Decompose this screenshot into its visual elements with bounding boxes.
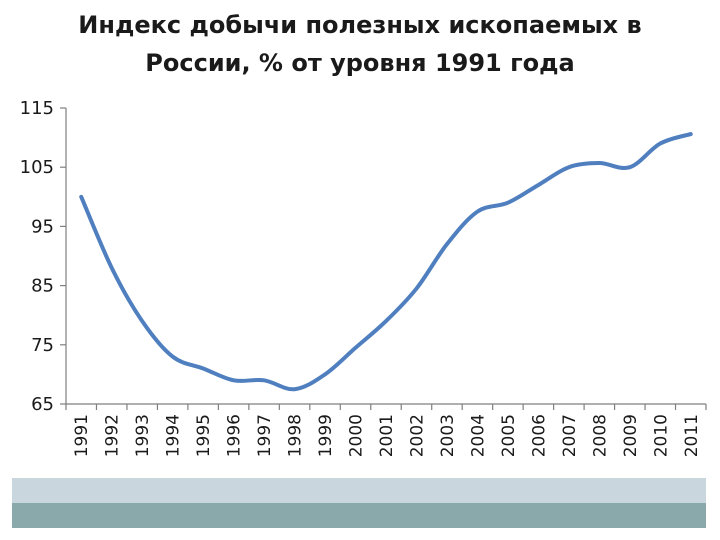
x-tick-label: 1993 bbox=[133, 414, 153, 457]
x-tick-label: 1997 bbox=[255, 414, 275, 457]
y-tick-labels: 115 105 95 85 75 65 bbox=[20, 98, 54, 415]
data-series bbox=[79, 132, 693, 392]
chart-title-line-2: России, % от уровня 1991 года bbox=[145, 49, 575, 77]
x-tick-label: 2000 bbox=[347, 414, 367, 457]
x-tick-label: 1992 bbox=[103, 414, 123, 457]
x-tick-labels: 1991 1992 1993 1994 1995 1996 1997 1998 1999 2000… bbox=[72, 414, 702, 457]
chart-title-line-1: Индекс добычи полезных ископаемых в bbox=[78, 11, 642, 39]
footer-band-dark bbox=[12, 503, 706, 528]
x-tick-label: 1994 bbox=[164, 414, 184, 457]
x-tick-label: 2010 bbox=[651, 414, 671, 457]
x-tick-label: 1991 bbox=[72, 414, 92, 457]
y-tick-label: 115 bbox=[20, 98, 54, 119]
footer-band-light bbox=[12, 478, 706, 503]
x-tick-label: 1995 bbox=[194, 414, 214, 457]
y-tick-label: 65 bbox=[31, 394, 54, 415]
series-line bbox=[79, 132, 693, 392]
x-tick-label: 2004 bbox=[468, 414, 488, 457]
y-tick-label: 85 bbox=[31, 276, 54, 297]
chart-title: Индекс добычи полезных ископаемых в Росс… bbox=[0, 6, 720, 82]
x-tick-label: 2007 bbox=[560, 414, 580, 457]
x-tick-label: 2009 bbox=[621, 414, 641, 457]
x-tick-label: 2011 bbox=[682, 414, 702, 457]
x-tick-label: 2006 bbox=[529, 414, 549, 457]
x-tick-label: 2005 bbox=[499, 414, 519, 457]
x-tick-label: 1998 bbox=[286, 414, 306, 457]
x-tick-label: 2008 bbox=[590, 414, 610, 457]
y-tick-label: 105 bbox=[20, 157, 54, 178]
x-tick-label: 2002 bbox=[407, 414, 427, 457]
x-tick-label: 1999 bbox=[316, 414, 336, 457]
x-tick-label: 2001 bbox=[377, 414, 397, 457]
x-tick-label: 1996 bbox=[225, 414, 245, 457]
chart-axes bbox=[60, 107, 707, 410]
x-tick-label: 2003 bbox=[438, 414, 458, 457]
y-tick-label: 95 bbox=[31, 216, 54, 237]
y-tick-label: 75 bbox=[31, 335, 54, 356]
